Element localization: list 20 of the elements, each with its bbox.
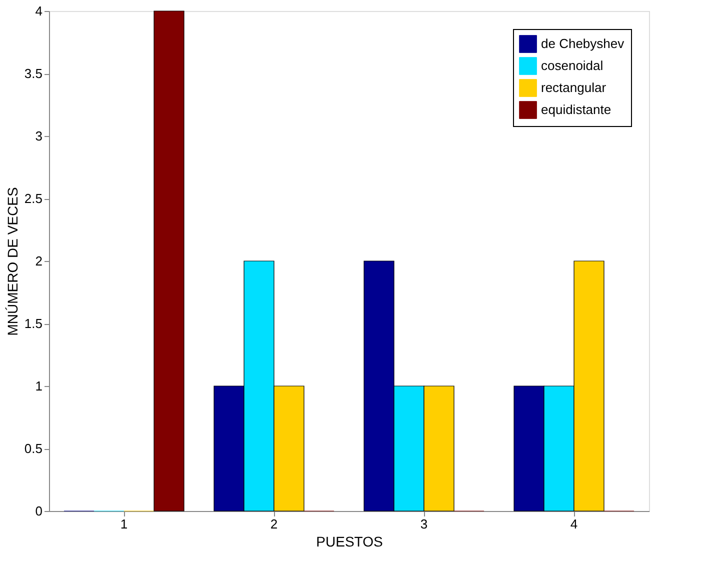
- y-tick-label: 0: [35, 504, 42, 518]
- bar: [154, 10, 184, 512]
- x-tick-label: 3: [420, 516, 428, 532]
- legend-label: equidistante: [541, 102, 612, 117]
- y-tick-label: 3.5: [24, 66, 42, 81]
- y-tick-label: 1.5: [24, 316, 42, 331]
- y-tick-label: 2: [35, 254, 42, 268]
- x-axis-title: PUESTOS: [316, 534, 383, 550]
- x-tick-label: 4: [570, 516, 578, 532]
- y-tick-label: 0.5: [24, 441, 42, 456]
- x-tick-label: 1: [120, 516, 128, 532]
- y-axis-title: MNÚMERO DE VECES: [4, 187, 20, 336]
- y-tick-label: 2.5: [24, 191, 42, 206]
- y-tick-label: 1: [35, 378, 42, 394]
- y-tick-label: 4: [35, 4, 42, 18]
- legend-label: de Chebyshev: [541, 36, 625, 51]
- legend-label: rectangular: [541, 80, 607, 95]
- y-tick-label: 3: [35, 128, 42, 144]
- x-tick-label: 2: [270, 516, 278, 532]
- legend-label: cosenoidal: [541, 58, 604, 73]
